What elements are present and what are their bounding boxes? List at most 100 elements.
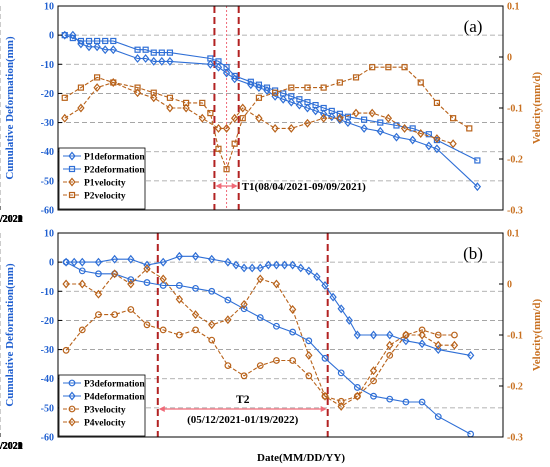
y-left-tick-label: -30 bbox=[41, 118, 54, 129]
legend-label: P1deformation bbox=[84, 152, 145, 162]
data-point bbox=[101, 45, 109, 55]
data-point bbox=[280, 260, 289, 270]
data-point bbox=[328, 112, 336, 122]
y-right-tick-label: 0.1 bbox=[507, 229, 520, 240]
data-point bbox=[304, 99, 311, 106]
data-point bbox=[336, 110, 343, 117]
data-point bbox=[369, 330, 378, 340]
legend-swatch-marker bbox=[68, 417, 76, 427]
data-point bbox=[240, 372, 248, 380]
data-point bbox=[271, 123, 279, 133]
data-point bbox=[320, 84, 327, 91]
data-point bbox=[62, 279, 70, 289]
data-point bbox=[166, 49, 174, 56]
data-point bbox=[418, 339, 426, 349]
y-left-axis-label: Cumulative Deformation(mm) bbox=[4, 36, 16, 180]
data-point bbox=[199, 99, 206, 107]
legend: P1deformation P2deformation P1velocity P2ve… bbox=[58, 147, 146, 210]
period-label: T1(08/04/2021-09/09/2021) bbox=[242, 181, 366, 193]
period-arrow-head-right bbox=[320, 406, 327, 412]
data-point bbox=[337, 304, 345, 314]
y-left-tick-label: -10 bbox=[41, 60, 54, 71]
data-point bbox=[288, 84, 295, 91]
legend-item: P1deformation bbox=[63, 151, 145, 162]
panel-label: (b) bbox=[463, 244, 483, 263]
data-point bbox=[337, 369, 345, 377]
data-point bbox=[288, 305, 297, 314]
data-point bbox=[240, 299, 248, 309]
data-point bbox=[408, 135, 417, 145]
y-right-tick-label: -0.2 bbox=[507, 382, 523, 393]
data-point bbox=[305, 266, 313, 276]
data-point bbox=[223, 166, 230, 173]
data-point bbox=[223, 64, 230, 71]
data-point bbox=[94, 37, 101, 45]
data-point bbox=[352, 74, 360, 81]
data-point bbox=[231, 72, 238, 80]
y-left-tick-label: -50 bbox=[41, 403, 54, 414]
data-point bbox=[386, 352, 394, 359]
y-right-tick-label: 0.1 bbox=[507, 2, 520, 13]
data-point bbox=[208, 254, 216, 264]
data-point bbox=[256, 274, 264, 284]
data-point bbox=[264, 260, 273, 270]
series-P2velocity bbox=[61, 64, 473, 173]
data-point bbox=[183, 99, 190, 107]
data-point bbox=[240, 263, 248, 273]
x-tick-label: 06/18/2022 bbox=[0, 214, 23, 225]
data-point bbox=[224, 257, 232, 267]
data-point bbox=[425, 131, 432, 138]
data-point bbox=[142, 46, 149, 53]
data-point bbox=[392, 132, 401, 142]
data-point bbox=[305, 350, 313, 360]
y-left-tick-label: -20 bbox=[41, 89, 54, 100]
data-point bbox=[303, 103, 312, 113]
data-point bbox=[449, 139, 457, 149]
data-point bbox=[336, 79, 343, 86]
data-point bbox=[70, 257, 78, 267]
data-point bbox=[61, 94, 68, 101]
data-point bbox=[175, 331, 183, 339]
data-point bbox=[402, 398, 410, 406]
y-right-tick-label: -0.3 bbox=[507, 206, 523, 217]
data-point bbox=[192, 284, 199, 292]
data-point bbox=[78, 267, 86, 275]
series-P4deformation bbox=[62, 251, 475, 360]
data-point bbox=[94, 289, 103, 299]
data-point bbox=[320, 104, 327, 112]
data-point bbox=[344, 118, 352, 128]
data-point bbox=[321, 391, 329, 401]
data-point bbox=[385, 64, 392, 71]
data-point bbox=[386, 395, 394, 403]
data-point bbox=[85, 37, 93, 45]
data-point bbox=[150, 49, 157, 56]
data-point bbox=[208, 336, 216, 344]
data-point bbox=[319, 109, 328, 119]
data-point bbox=[273, 357, 280, 364]
series-P4velocity bbox=[62, 264, 459, 411]
data-point bbox=[94, 257, 103, 267]
panel-label: (a) bbox=[464, 17, 483, 36]
data-point bbox=[62, 257, 70, 267]
data-point bbox=[159, 274, 167, 284]
data-point bbox=[337, 397, 345, 405]
legend-label: P3deformation bbox=[84, 379, 145, 389]
data-point bbox=[369, 64, 376, 71]
data-point bbox=[78, 326, 86, 334]
x-tick-label: 11/10/2021 bbox=[0, 214, 23, 225]
data-point bbox=[93, 42, 101, 52]
data-point bbox=[159, 257, 167, 267]
data-point bbox=[297, 263, 305, 273]
y-left-tick-label: -40 bbox=[41, 147, 54, 158]
y-right-axis-label: Velocity(mm/d) bbox=[531, 72, 543, 145]
period-arrow-head-right bbox=[231, 183, 238, 189]
data-point bbox=[304, 84, 311, 91]
series-P2deformation bbox=[61, 32, 481, 164]
data-point bbox=[474, 157, 481, 164]
data-point bbox=[166, 56, 174, 66]
data-point bbox=[102, 37, 109, 45]
data-point bbox=[353, 384, 361, 391]
y-left-axis-label: Cumulative Deformation(mm) bbox=[4, 263, 16, 407]
data-point bbox=[207, 109, 214, 117]
data-point bbox=[127, 276, 135, 284]
